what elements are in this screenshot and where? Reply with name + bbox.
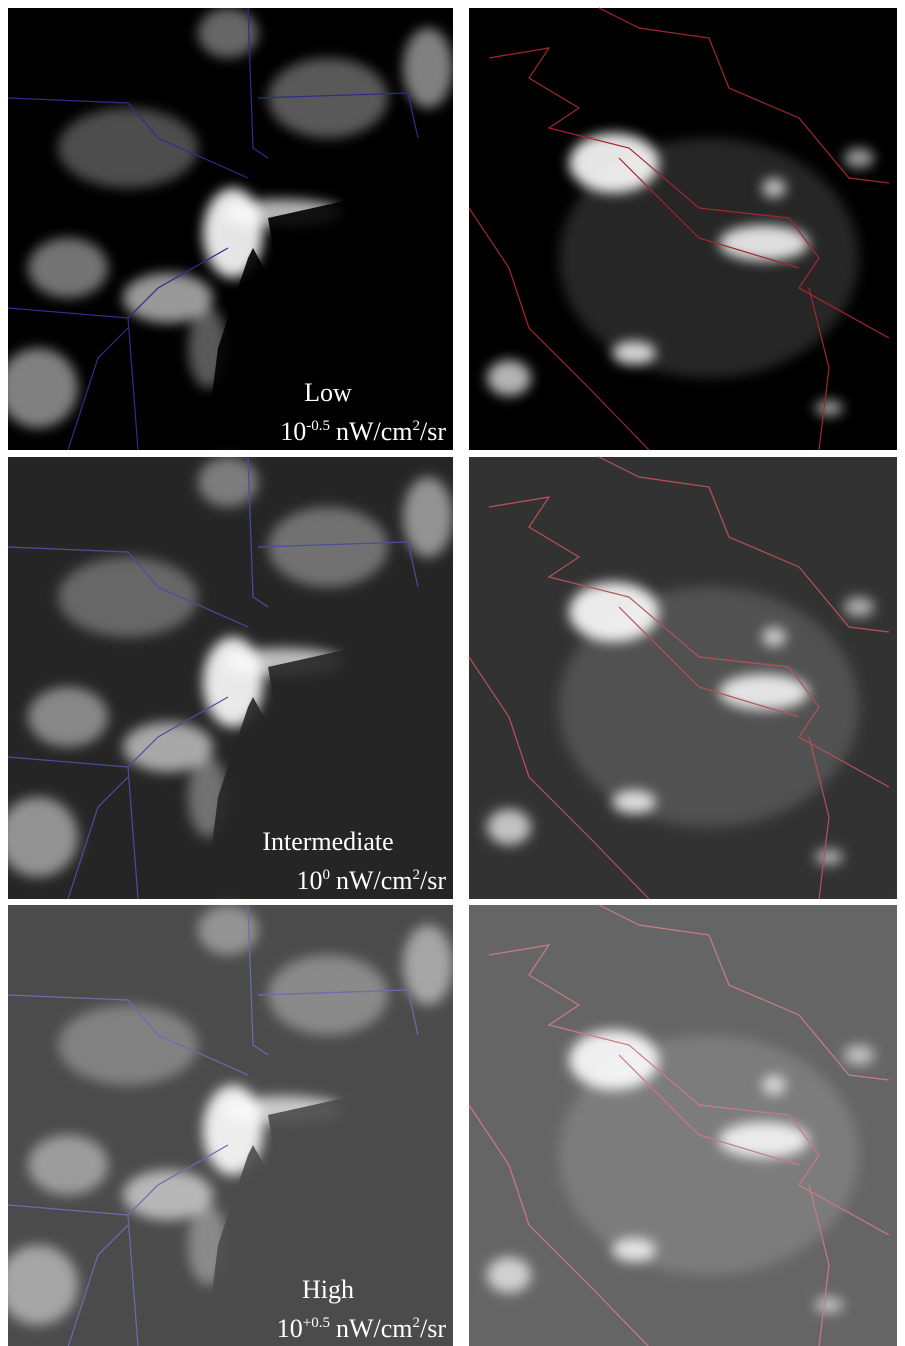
level-label: Low [304, 378, 352, 407]
level-label: High [302, 1275, 354, 1304]
threshold-base: 10 [280, 417, 306, 446]
threshold-base: 10 [296, 866, 322, 895]
panel-grid [0, 8, 897, 1346]
unit-exponent: 2 [413, 1315, 421, 1331]
level-label: Intermediate [262, 827, 393, 856]
map-panel [0, 905, 453, 1346]
threshold-exponent: 0 [322, 867, 330, 883]
threshold-label: 100 nW/cm2/sr [296, 866, 446, 895]
threshold-exponent: +0.5 [303, 1315, 330, 1331]
threshold-label: 10+0.5 nW/cm2/sr [277, 1314, 447, 1343]
unit-tail: /sr [420, 866, 446, 895]
map-panel [469, 457, 897, 899]
map-panel [469, 8, 897, 450]
threshold-label: 10-0.5 nW/cm2/sr [280, 417, 446, 446]
threshold-unit: nW/cm [336, 417, 413, 446]
threshold-exponent: -0.5 [306, 418, 330, 434]
figure: Low10-0.5nW/cm2/srIntermediate100nW/cm2/… [0, 0, 905, 1346]
unit-exponent: 2 [413, 867, 421, 883]
threshold-base: 10 [277, 1314, 303, 1343]
map-panel [469, 905, 897, 1346]
unit-exponent: 2 [413, 418, 421, 434]
unit-tail: /sr [420, 417, 446, 446]
threshold-unit: nW/cm [336, 866, 413, 895]
map-panel [0, 8, 453, 450]
unit-tail: /sr [420, 1314, 446, 1343]
threshold-unit: nW/cm [336, 1314, 413, 1343]
